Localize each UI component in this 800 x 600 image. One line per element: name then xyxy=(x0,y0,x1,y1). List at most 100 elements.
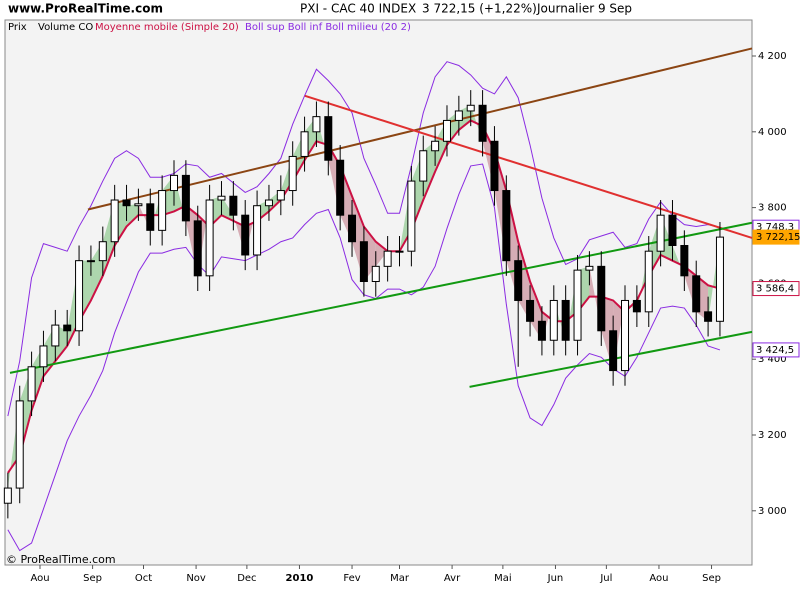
candle-body xyxy=(193,220,202,277)
candle-body xyxy=(86,260,95,263)
candle-body xyxy=(170,174,179,192)
candle-body xyxy=(644,250,653,313)
x-tick-label: Sep xyxy=(83,573,102,584)
trend-line xyxy=(87,47,753,211)
y-tick-label: 3 800 xyxy=(758,203,787,214)
candle-body xyxy=(264,199,273,207)
price-tag xyxy=(752,229,800,245)
x-tick-label: Oct xyxy=(135,573,152,584)
candle-body xyxy=(371,265,380,283)
candle-body xyxy=(704,311,713,322)
candle-body xyxy=(146,203,155,231)
candle-body xyxy=(253,205,262,256)
y-tick-label: 4 000 xyxy=(758,127,787,138)
candle-body xyxy=(680,245,689,277)
candle-body xyxy=(585,265,594,271)
candle-body xyxy=(478,104,487,142)
legend-item: Moyenne mobile (Simple 20) xyxy=(95,22,239,33)
trend-line xyxy=(9,221,753,374)
boll-upper xyxy=(7,61,721,417)
price-tag xyxy=(752,281,800,297)
candle-body xyxy=(502,190,511,262)
x-tick-label: Fev xyxy=(343,573,360,584)
candle-body xyxy=(75,260,84,332)
x-tick-label: Aou xyxy=(30,573,49,584)
candle-body xyxy=(110,199,119,243)
candle-body xyxy=(288,155,297,192)
x-tick-label: Dec xyxy=(237,573,256,584)
candle-body xyxy=(549,299,558,341)
y-tick-label: 3 400 xyxy=(758,354,787,365)
x-tick-label: 2010 xyxy=(286,573,314,584)
price-tag xyxy=(752,342,800,358)
candle-body xyxy=(15,400,24,489)
candle-body xyxy=(514,260,523,301)
price-tag-label: 3 722,15 xyxy=(756,232,800,243)
site: www.ProRealTime.com xyxy=(8,2,163,16)
candle-body xyxy=(348,214,357,243)
legend-item: Prix xyxy=(8,22,27,33)
x-tick-label: Jun xyxy=(547,573,564,584)
candle-body xyxy=(526,299,535,322)
candle-body xyxy=(407,180,416,252)
fill-band xyxy=(150,190,163,231)
plot-area xyxy=(4,19,753,566)
copyright: © ProRealTime.com xyxy=(6,553,116,566)
x-tick-label: Mai xyxy=(494,573,512,584)
fill-band xyxy=(541,300,554,341)
candle-body xyxy=(205,199,214,277)
candle-body xyxy=(359,241,368,283)
x-tick-label: Mar xyxy=(390,573,410,584)
x-tick-label: Sep xyxy=(702,573,721,584)
candle-body xyxy=(336,159,345,216)
candle-body xyxy=(668,214,677,247)
trend-line xyxy=(304,94,753,239)
x-tick-label: Jul xyxy=(599,573,612,584)
y-tick-label: 4 200 xyxy=(758,51,787,62)
quote: 3 722,15 (+1,22%) xyxy=(422,2,537,16)
candle-body xyxy=(312,116,321,133)
candle-body xyxy=(241,214,250,256)
period: Journalier 9 Sep xyxy=(536,2,632,16)
candle-body xyxy=(466,104,475,112)
fill-band xyxy=(126,203,139,227)
candle-body xyxy=(632,299,641,313)
x-tick-label: Aou xyxy=(649,573,668,584)
fill-band xyxy=(375,241,388,267)
candle-body xyxy=(609,330,618,372)
candle-body xyxy=(122,199,131,207)
candle-body xyxy=(383,250,392,267)
x-tick-label: Avr xyxy=(444,573,461,584)
candle-body xyxy=(692,275,701,313)
candle-body xyxy=(431,140,440,152)
candle-body xyxy=(490,140,499,192)
candle-body xyxy=(442,119,451,142)
legend-item: Boll sup Boll inf Boll milieu (20 2) xyxy=(245,22,411,33)
candle-body xyxy=(597,265,606,332)
y-tick-label: 3 000 xyxy=(758,506,787,517)
candle-body xyxy=(454,110,463,121)
candle-body xyxy=(3,487,12,504)
price-tag-label: 3 748,3 xyxy=(756,222,794,233)
price-tag-label: 3 424,5 xyxy=(756,345,794,356)
candle-body xyxy=(229,195,238,216)
price-tag-label: 3 586,4 xyxy=(756,284,794,295)
candle-body xyxy=(656,214,665,252)
candle-body xyxy=(324,116,333,161)
candle-body xyxy=(98,241,107,262)
legend-item: Volume CO xyxy=(38,22,93,33)
candle-body xyxy=(300,131,309,157)
candle-body xyxy=(573,269,582,341)
candle-body xyxy=(63,324,72,332)
x-tick-label: Nov xyxy=(186,573,206,584)
y-tick-label: 3 200 xyxy=(758,430,787,441)
candle-body xyxy=(276,190,285,201)
candle-body xyxy=(537,320,546,341)
candle-body xyxy=(621,299,630,372)
candle-body xyxy=(158,190,167,231)
candle-body xyxy=(134,203,143,207)
candle-body xyxy=(217,195,226,201)
candle-body xyxy=(39,345,48,368)
